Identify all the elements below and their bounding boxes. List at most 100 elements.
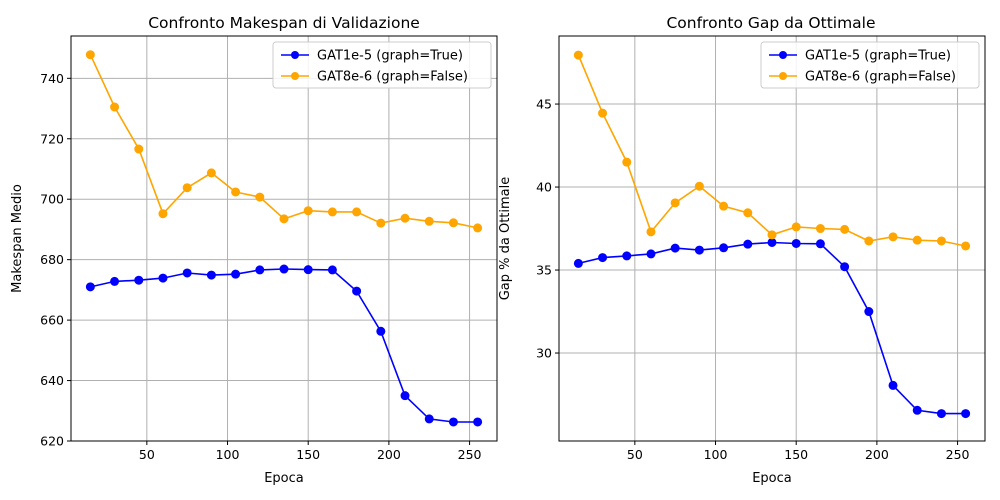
data-point	[767, 237, 777, 247]
x-tick-label: 150	[296, 447, 320, 462]
x-tick-label: 100	[704, 447, 728, 462]
y-tick-label: 640	[40, 373, 64, 388]
data-point	[912, 235, 922, 245]
data-point	[85, 50, 95, 60]
y-axis-label: Makespan Medio	[10, 184, 25, 293]
legend-marker	[291, 51, 299, 59]
data-point	[646, 249, 656, 259]
y-tick-label: 40	[536, 180, 552, 195]
x-axis-label: Epoca	[752, 471, 792, 486]
data-point	[448, 417, 458, 427]
y-tick-label: 740	[40, 71, 64, 86]
x-tick-label: 100	[216, 447, 240, 462]
data-point	[840, 262, 850, 272]
data-point	[303, 265, 313, 275]
y-tick-label: 45	[536, 97, 552, 112]
data-point	[719, 243, 729, 253]
data-point	[303, 206, 313, 216]
chart-title: Confronto Gap da Ottimale	[666, 14, 875, 32]
data-point	[573, 258, 583, 268]
data-point	[110, 276, 120, 286]
data-point	[936, 409, 946, 419]
data-point	[961, 241, 971, 251]
data-point	[255, 192, 265, 202]
data-point	[694, 181, 704, 191]
data-point	[815, 239, 825, 249]
data-point	[767, 230, 777, 240]
data-point	[352, 286, 362, 296]
data-point	[352, 207, 362, 217]
x-tick-label: 50	[139, 447, 155, 462]
data-point	[694, 245, 704, 255]
data-point	[888, 232, 898, 242]
data-point	[598, 108, 608, 118]
data-point	[743, 208, 753, 218]
data-point	[888, 380, 898, 390]
x-tick-label: 50	[627, 447, 643, 462]
chart-title: Confronto Makespan di Validazione	[148, 14, 420, 32]
data-point	[791, 238, 801, 248]
data-point	[182, 183, 192, 193]
data-point	[864, 307, 874, 317]
data-point	[473, 417, 483, 427]
data-point	[573, 50, 583, 60]
legend-box	[760, 41, 980, 89]
plot-frame	[558, 35, 986, 442]
data-point	[743, 239, 753, 249]
plot-frame	[70, 35, 498, 442]
data-point	[622, 251, 632, 261]
data-point	[206, 270, 216, 280]
legend-marker	[779, 51, 787, 59]
data-point	[182, 268, 192, 278]
y-tick-label: 680	[40, 252, 64, 267]
data-point	[912, 405, 922, 415]
chart-panel-1: 50 100 150 200 250 620 640 660 680 700 720 740 Confr…	[10, 14, 498, 486]
data-point	[85, 282, 95, 292]
chart-panel-2: 50 100 150 200 250 30 35 40 45 Confronto Gap da O…	[498, 14, 986, 486]
data-point	[622, 157, 632, 167]
legend: GAT1e-5 (graph=True) GAT8e-6 (graph=False…	[272, 41, 492, 89]
data-point	[670, 243, 680, 253]
data-point	[598, 253, 608, 263]
data-point	[279, 264, 289, 274]
data-point	[815, 224, 825, 234]
data-point	[327, 265, 337, 275]
x-axis-label: Epoca	[264, 471, 304, 486]
data-point	[206, 168, 216, 178]
data-point	[279, 214, 289, 224]
data-point	[791, 222, 801, 232]
data-point	[670, 198, 680, 208]
x-tick-label: 200	[377, 447, 401, 462]
series-line-1	[578, 241, 966, 415]
y-tick-label: 30	[536, 346, 552, 361]
data-point	[134, 275, 144, 285]
data-point	[231, 187, 241, 197]
data-point	[400, 391, 410, 401]
data-point	[376, 326, 386, 336]
legend: GAT1e-5 (graph=True) GAT8e-6 (graph=False…	[760, 41, 980, 89]
data-point	[646, 227, 656, 237]
data-point	[936, 236, 946, 246]
data-point	[327, 207, 337, 217]
legend-marker	[779, 72, 787, 80]
data-point	[158, 273, 168, 283]
data-point	[424, 216, 434, 226]
data-point	[840, 224, 850, 234]
y-tick-label: 660	[40, 313, 64, 328]
legend-label: GAT1e-5 (graph=True)	[805, 49, 951, 64]
legend-label: GAT8e-6 (graph=False)	[317, 70, 468, 85]
data-point	[400, 213, 410, 223]
x-tick-label: 250	[946, 447, 970, 462]
data-point	[448, 218, 458, 228]
y-tick-label: 620	[40, 434, 64, 449]
x-tick-label: 250	[458, 447, 482, 462]
legend-marker	[291, 72, 299, 80]
data-point	[376, 218, 386, 228]
data-point	[473, 223, 483, 233]
legend-label: GAT8e-6 (graph=False)	[805, 70, 956, 85]
data-point	[231, 269, 241, 279]
data-point	[134, 144, 144, 154]
series-line-1	[90, 268, 478, 423]
y-tick-label: 720	[40, 131, 64, 146]
